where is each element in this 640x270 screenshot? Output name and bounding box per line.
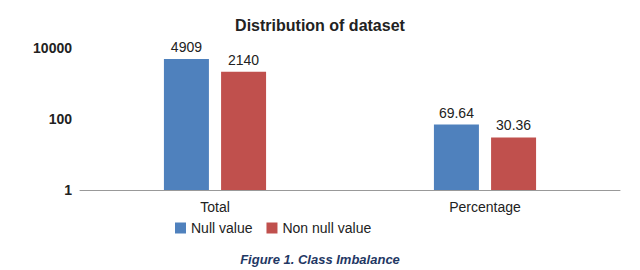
svg-text:2140: 2140 [228, 52, 259, 68]
svg-text:Figure 1. Class Imbalance: Figure 1. Class Imbalance [240, 252, 400, 267]
svg-text:Percentage: Percentage [449, 199, 521, 215]
svg-text:Total: Total [200, 199, 230, 215]
svg-text:1: 1 [64, 182, 72, 198]
svg-text:Null value: Null value [191, 220, 253, 236]
svg-text:Non null value: Non null value [282, 220, 371, 236]
svg-text:30.36: 30.36 [496, 117, 531, 133]
svg-text:4909: 4909 [171, 39, 202, 55]
svg-text:Distribution of dataset: Distribution of dataset [235, 17, 405, 34]
svg-text:10000: 10000 [33, 40, 72, 56]
svg-text:100: 100 [49, 111, 73, 127]
svg-text:69.64: 69.64 [439, 105, 474, 121]
